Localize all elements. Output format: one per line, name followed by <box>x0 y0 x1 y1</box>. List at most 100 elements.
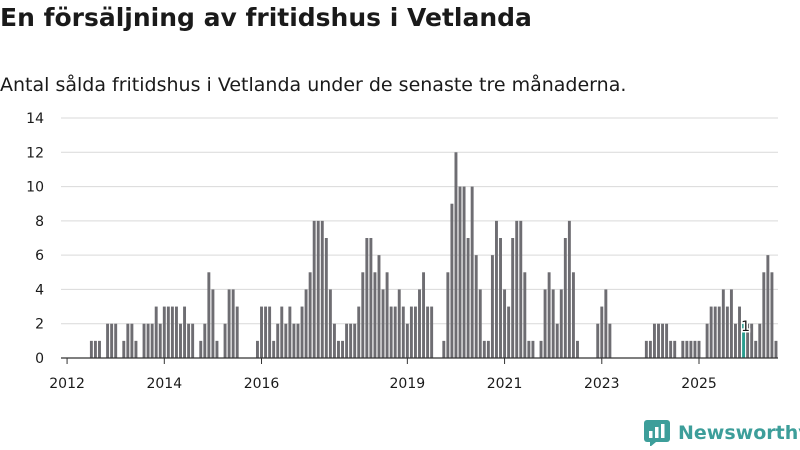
bar <box>503 289 507 358</box>
bar <box>154 306 158 358</box>
bar <box>401 306 405 358</box>
bar <box>669 340 673 358</box>
bar <box>381 289 385 358</box>
bar <box>397 289 401 358</box>
x-tick-label: 2023 <box>584 376 620 392</box>
x-tick-label: 2012 <box>49 376 85 392</box>
bar <box>300 306 304 358</box>
bar <box>280 306 284 358</box>
bar <box>223 323 227 358</box>
bar <box>146 323 150 358</box>
bar <box>523 272 527 358</box>
bar <box>762 272 766 358</box>
bar <box>369 238 373 358</box>
bar <box>377 255 381 358</box>
bar <box>681 340 685 358</box>
bar <box>316 220 320 358</box>
bar <box>409 306 413 358</box>
x-tick-label: 2014 <box>146 376 182 392</box>
bar <box>231 289 235 358</box>
bar <box>531 340 535 358</box>
bars <box>89 152 778 358</box>
y-tick-label: 0 <box>35 351 44 367</box>
bar <box>324 238 328 358</box>
bar <box>458 186 462 358</box>
bar <box>134 340 138 358</box>
bar <box>490 255 494 358</box>
bar <box>264 306 268 358</box>
bar <box>713 306 717 358</box>
bar <box>486 340 490 358</box>
bar <box>446 272 450 358</box>
bar <box>365 238 369 358</box>
bar <box>341 340 344 358</box>
bar <box>511 238 515 358</box>
bar <box>563 238 567 358</box>
bar <box>345 323 349 358</box>
y-tick-label: 6 <box>35 248 44 264</box>
bar <box>725 306 729 358</box>
bar <box>106 323 110 358</box>
bar <box>474 255 478 358</box>
y-tick-label: 4 <box>35 282 44 298</box>
bar <box>353 323 357 358</box>
bar <box>576 340 579 358</box>
bar <box>543 289 547 358</box>
bar <box>657 323 660 358</box>
bar <box>644 340 648 358</box>
bar <box>292 323 296 358</box>
bar <box>320 220 324 358</box>
y-tick-label: 10 <box>26 180 44 196</box>
bar <box>150 323 154 358</box>
bar <box>389 306 393 358</box>
bar <box>519 220 523 358</box>
bar <box>527 340 531 358</box>
bar <box>174 306 178 358</box>
bar <box>661 323 665 358</box>
bar <box>126 323 130 358</box>
bar <box>770 272 774 358</box>
bar <box>422 272 426 358</box>
bar <box>430 306 434 358</box>
bar <box>442 340 446 358</box>
x-tick-label: 2021 <box>487 376 523 392</box>
bar <box>337 340 340 358</box>
chart-subtitle: Antal sålda fritidshus i Vetlanda under … <box>0 74 627 96</box>
bar <box>215 340 219 358</box>
x-tick-label: 2025 <box>681 376 717 392</box>
bar <box>183 306 187 358</box>
bar <box>304 289 308 358</box>
bar <box>685 340 689 358</box>
bar <box>357 306 361 358</box>
bar <box>571 272 575 358</box>
bar <box>114 323 118 358</box>
bar <box>361 272 365 358</box>
bar <box>721 289 725 358</box>
bar <box>738 306 741 358</box>
bar <box>596 323 600 358</box>
newsworthy-logo: Newsworthy <box>644 420 800 446</box>
bar <box>142 323 146 358</box>
y-axis-ticks: 0 2 4 6 8 10 12 14 <box>26 111 44 367</box>
bar <box>454 152 458 358</box>
bar <box>413 306 417 358</box>
bar <box>482 340 486 358</box>
bar <box>717 306 721 358</box>
bar <box>673 340 677 358</box>
bar <box>199 340 203 358</box>
bar <box>122 340 126 358</box>
bar <box>110 323 114 358</box>
bar <box>332 323 336 358</box>
bar <box>507 306 511 358</box>
brand-name: Newsworthy <box>678 422 800 444</box>
bar-chart: 0 2 4 6 8 10 12 14 2012 2014 2016 2019 2021 2023 2025… <box>26 111 778 392</box>
bar <box>276 323 280 358</box>
y-tick-label: 12 <box>26 145 44 161</box>
bar <box>478 289 482 358</box>
y-tick-label: 14 <box>26 111 44 127</box>
bar <box>312 220 316 358</box>
bar <box>766 255 770 358</box>
bar <box>328 289 332 358</box>
bar <box>288 306 292 358</box>
bar <box>652 323 656 358</box>
